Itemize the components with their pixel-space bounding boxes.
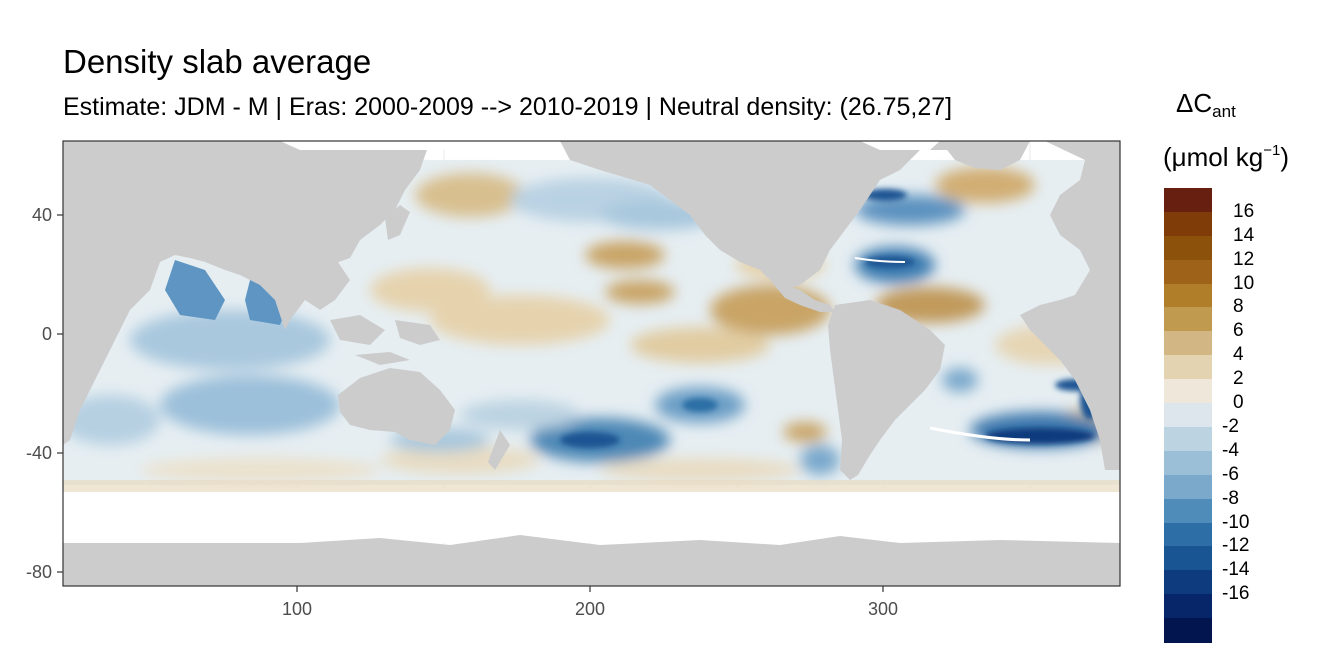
legend-swatch xyxy=(1164,331,1212,356)
y-axis: 40 0 -40 -80 xyxy=(26,205,63,582)
legend-label: 14 xyxy=(1233,224,1255,246)
legend-label: 0 xyxy=(1233,392,1244,414)
x-tick-label: 300 xyxy=(868,599,898,619)
legend-swatch xyxy=(1164,618,1212,643)
x-axis: 100 200 300 xyxy=(282,586,898,619)
legend-label: 16 xyxy=(1233,200,1255,222)
legend-label: 12 xyxy=(1233,248,1255,270)
legend-label: -12 xyxy=(1222,535,1250,557)
legend-swatch xyxy=(1164,474,1212,500)
legend-swatch xyxy=(1164,259,1212,285)
legend-label: 8 xyxy=(1233,296,1244,318)
legend-swatch xyxy=(1164,570,1212,595)
y-tick-label: -40 xyxy=(26,443,52,463)
legend-colorbar xyxy=(1164,188,1212,643)
y-tick-label: 0 xyxy=(42,324,52,344)
legend-swatch xyxy=(1164,546,1212,571)
y-tick-label: -80 xyxy=(26,562,52,582)
legend-label: -16 xyxy=(1222,583,1250,605)
y-tick-label: 40 xyxy=(32,205,52,225)
legend-label: 2 xyxy=(1233,368,1244,390)
plot-subtitle: Estimate: JDM - M | Eras: 2000-2009 --> … xyxy=(63,93,953,121)
legend-swatch xyxy=(1164,450,1212,476)
legend-swatch xyxy=(1164,403,1212,428)
legend-unit-text: (μmol kg xyxy=(1163,142,1264,172)
legend-label: -14 xyxy=(1222,559,1250,581)
legend-swatch xyxy=(1164,426,1212,452)
plot-title: Density slab average xyxy=(63,43,372,80)
arctic-gaps xyxy=(280,141,940,150)
legend-label: 4 xyxy=(1233,344,1244,366)
panel-border xyxy=(62,140,1121,587)
legend-unit-superscript: −1 xyxy=(1263,142,1281,159)
legend-swatch xyxy=(1164,594,1212,619)
legend-swatch xyxy=(1164,522,1212,547)
legend-swatch xyxy=(1164,188,1212,213)
legend-swatch xyxy=(1164,498,1212,524)
legend-label: -10 xyxy=(1222,511,1250,533)
legend-swatch xyxy=(1164,211,1212,237)
legend-swatch xyxy=(1164,379,1212,404)
legend-label: -2 xyxy=(1222,415,1239,437)
legend-label: -8 xyxy=(1222,487,1239,509)
legend-unit: (μmol kg−1) xyxy=(1163,134,1289,174)
legend-swatch xyxy=(1164,283,1212,309)
legend-title: ΔCant xyxy=(1176,86,1236,129)
x-tick-label: 100 xyxy=(282,599,312,619)
legend-label: 6 xyxy=(1233,320,1244,342)
legend-label: -6 xyxy=(1222,463,1239,485)
land xyxy=(63,141,1120,586)
southern-ocean-gap xyxy=(63,488,1120,543)
legend-label: -4 xyxy=(1222,439,1239,461)
legend-label: 10 xyxy=(1233,272,1255,294)
legend-title-subscript: ant xyxy=(1212,102,1236,121)
x-tick-label: 200 xyxy=(575,599,605,619)
legend-swatch xyxy=(1164,355,1212,380)
legend-unit-close: ) xyxy=(1280,142,1289,172)
legend-title-symbol: ΔC xyxy=(1176,88,1213,118)
legend-swatch xyxy=(1164,235,1212,261)
legend-swatch xyxy=(1164,307,1212,332)
